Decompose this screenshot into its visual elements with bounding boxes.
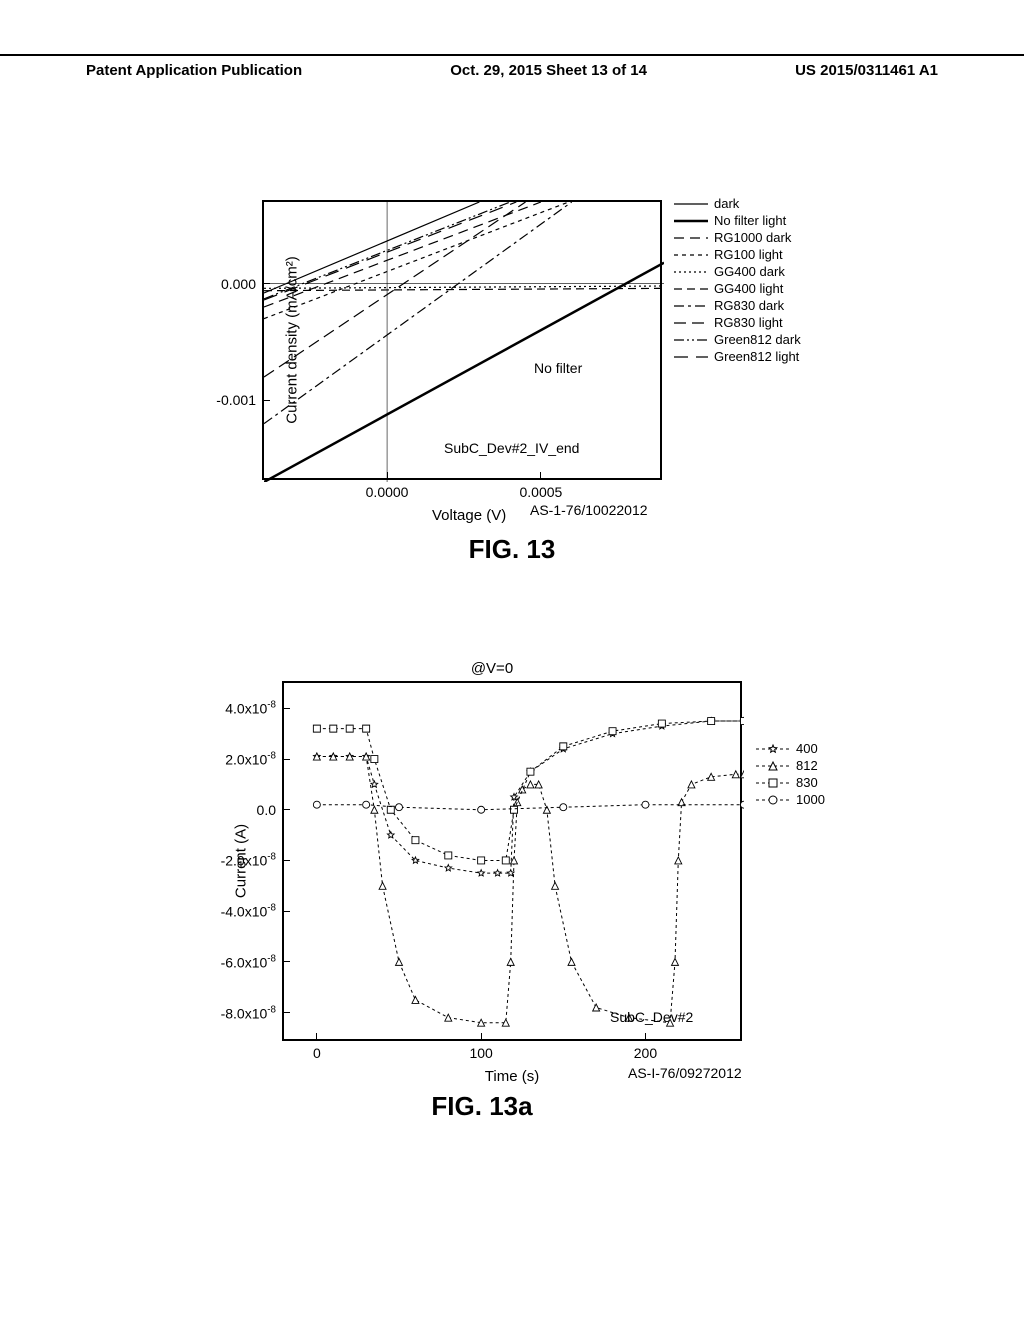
figure-13a: @V=0 Current (A) SubC_Dev#2 4.0x10-82.0x… bbox=[152, 660, 872, 1122]
fig13a-legend-item: 830 bbox=[756, 775, 825, 790]
fig13-legend-item: RG830 dark bbox=[674, 298, 801, 313]
fig13a-annot-sub: SubC_Dev#2 bbox=[610, 1009, 693, 1025]
fig13a-ytick: -6.0x10-8 bbox=[221, 954, 276, 971]
fig13-annot-sub: SubC_Dev#2_IV_end bbox=[444, 440, 579, 456]
fig13a-svg bbox=[284, 683, 744, 1043]
fig13a-legend-item: 400 bbox=[756, 741, 825, 756]
fig13a-ytick: -2.0x10-8 bbox=[221, 852, 276, 869]
fig13-ytick: 0.000 bbox=[221, 276, 256, 292]
fig13a-legend-item: 812 bbox=[756, 758, 825, 773]
header-center: Oct. 29, 2015 Sheet 13 of 14 bbox=[450, 62, 647, 79]
header-right: US 2015/0311461 A1 bbox=[795, 62, 938, 79]
fig13a-xtick: 200 bbox=[634, 1045, 657, 1061]
fig13-legend-item: dark bbox=[674, 196, 801, 211]
fig13a-xtick: 0 bbox=[313, 1045, 321, 1061]
fig13a-title: FIG. 13a bbox=[92, 1091, 872, 1122]
fig13a-chart: Current (A) SubC_Dev#2 4.0x10-82.0x10-80… bbox=[282, 681, 742, 1041]
figure-13: Current density (mA/cm²) No filter SubC_… bbox=[152, 200, 872, 565]
fig13a-ytick: 2.0x10-8 bbox=[225, 751, 276, 768]
fig13-xtick: 0.0005 bbox=[520, 484, 563, 500]
fig13-ytick: -0.001 bbox=[216, 392, 256, 408]
fig13-annot-nofilter: No filter bbox=[534, 360, 582, 376]
fig13a-xlabel: Time (s) bbox=[485, 1068, 539, 1085]
fig13-legend-item: RG100 light bbox=[674, 247, 801, 262]
fig13a-legend: 400 812 830 1000 bbox=[756, 741, 825, 809]
fig13a-ytick: 4.0x10-8 bbox=[225, 700, 276, 717]
fig13-title: FIG. 13 bbox=[152, 534, 872, 565]
fig13a-ytick: -4.0x10-8 bbox=[221, 903, 276, 920]
fig13-legend-item: RG830 light bbox=[674, 315, 801, 330]
fig13-legend-item: RG1000 dark bbox=[674, 230, 801, 245]
fig13-xtick: 0.0000 bbox=[366, 484, 409, 500]
fig13a-legend-item: 1000 bbox=[756, 792, 825, 807]
fig13a-subtitle: @V=0 bbox=[262, 660, 722, 677]
header-row: Patent Application Publication Oct. 29, … bbox=[0, 62, 1024, 79]
fig13-legend-item: Green812 light bbox=[674, 349, 801, 364]
fig13a-ytick: -8.0x10-8 bbox=[221, 1004, 276, 1021]
fig13-legend-item: GG400 dark bbox=[674, 264, 801, 279]
fig13-legend-item: GG400 light bbox=[674, 281, 801, 296]
fig13a-ytick: 0.0 bbox=[257, 802, 276, 818]
fig13-legend: dark No filter light RG1000 dark RG100 ligh… bbox=[674, 196, 801, 366]
fig13a-xtick: 100 bbox=[469, 1045, 492, 1061]
fig13-ylabel: Current density (mA/cm²) bbox=[283, 256, 300, 424]
fig13-legend-item: No filter light bbox=[674, 213, 801, 228]
fig13-legend-item: Green812 dark bbox=[674, 332, 801, 347]
page-header: Patent Application Publication Oct. 29, … bbox=[0, 54, 1024, 79]
fig13-chart: Current density (mA/cm²) No filter SubC_… bbox=[262, 200, 662, 480]
fig13-xlabel: Voltage (V) bbox=[432, 507, 506, 524]
fig13-chartid: AS-1-76/10022012 bbox=[530, 502, 648, 518]
fig13a-chartid: AS-I-76/09272012 bbox=[628, 1065, 742, 1081]
header-left: Patent Application Publication bbox=[86, 62, 302, 79]
